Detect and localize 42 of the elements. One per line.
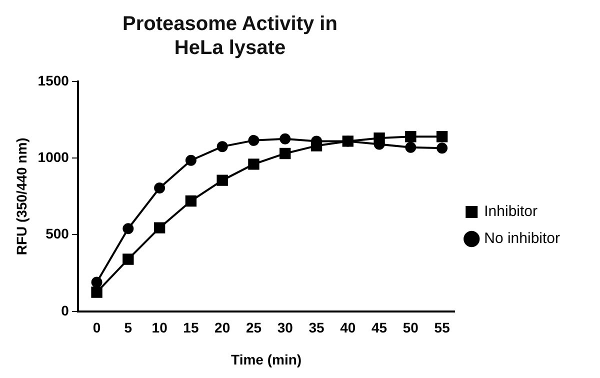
point [280,133,291,144]
x-tick-label: 40 [340,320,356,336]
legend-label: Inhibitor [484,203,538,220]
y-axis-title: RFU (350/440 nm) [13,138,30,256]
x-tick-label: 30 [277,320,294,336]
x-tick-label: 0 [92,320,101,336]
point [122,223,134,234]
x-tick-label: 20 [214,320,230,336]
point [216,174,228,186]
point [342,136,354,147]
point [185,195,197,207]
y-tick-label: 1500 [38,72,70,88]
point [374,132,385,144]
point [280,148,291,160]
chart-title: Proteasome Activity in HeLa lysate [122,12,338,60]
x-tick-label: 35 [308,320,325,336]
x-tick-label: 50 [402,320,419,336]
x-tick-label: 45 [372,320,388,336]
y-tick-label: 500 [46,226,70,242]
y-tick-label: 1000 [38,148,70,165]
x-tick-label: 10 [152,320,168,336]
point [436,142,448,154]
point [216,141,228,152]
point [154,182,166,194]
x-tick-label: 5 [124,320,132,336]
point [405,142,416,153]
x-tick-label: 25 [246,320,262,336]
point [122,254,134,265]
legend-label: No inhibitor [484,230,560,248]
point [405,131,416,142]
x-axis-title: Time (min) [231,351,302,368]
x-tick-label: 55 [434,320,450,336]
point [91,276,102,288]
x-tick-label: 15 [183,320,199,336]
point [248,134,260,146]
point [248,158,260,170]
point [185,154,196,166]
point [154,222,166,234]
point [310,140,322,152]
y-tick-label: 0 [61,302,70,318]
point [91,286,102,298]
point [436,131,448,142]
